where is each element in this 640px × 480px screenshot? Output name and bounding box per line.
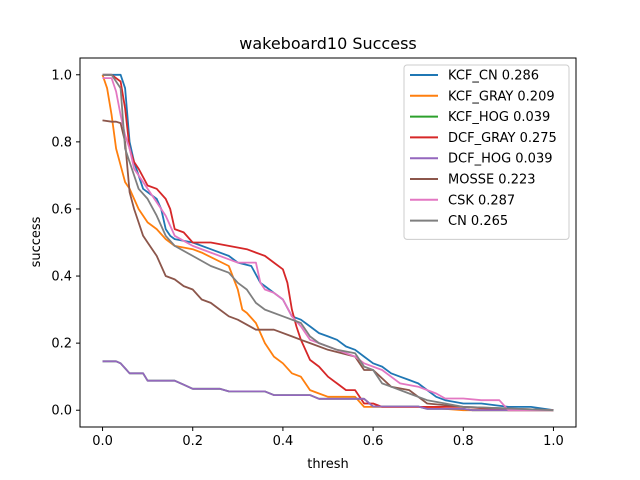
- y-tick-label: 0.2: [51, 337, 72, 352]
- series-line-kcf-gray: [101, 74, 554, 412]
- x-tick-label: 0.8: [453, 434, 474, 449]
- plot-lines: [101, 73, 554, 412]
- y-axis-ticks: 0.0 0.2 0.4 0.6 0.8 1.0: [51, 68, 80, 419]
- x-axis-ticks: 0.0 0.2 0.4 0.6 0.8 1.0: [92, 427, 564, 449]
- x-tick-label: 1.0: [543, 434, 564, 449]
- legend-entry: DCF_HOG 0.039: [448, 152, 553, 167]
- y-tick-label: 0.4: [51, 270, 72, 285]
- legend-box: [403, 64, 570, 240]
- series-line-dcf-gray: [102, 73, 554, 412]
- x-tick-label: 0.2: [182, 434, 203, 449]
- legend-entry: KCF_CN 0.286: [448, 69, 539, 84]
- legend-entry: KCF_HOG 0.039: [448, 110, 550, 125]
- x-tick-label: 0.6: [363, 434, 384, 449]
- y-tick-label: 1.0: [51, 68, 72, 83]
- legend-entry: CSK 0.287: [448, 193, 515, 208]
- y-tick-label: 0.8: [51, 135, 72, 150]
- plot-frame: [79, 57, 577, 428]
- legend-entry: CN 0.265: [448, 214, 508, 229]
- x-tick-label: 0.0: [92, 434, 113, 449]
- y-tick-label: 0.0: [51, 404, 72, 419]
- legend-entry: KCF_GRAY 0.209: [448, 89, 555, 104]
- series-line-csk: [102, 77, 554, 412]
- x-tick-label: 0.4: [273, 434, 294, 449]
- legend-entry: DCF_GRAY 0.275: [448, 131, 557, 146]
- x-axis-label: thresh: [307, 457, 348, 472]
- chart-title: wakeboard10 Success: [239, 34, 416, 53]
- series-line-dcf-hog: [102, 360, 554, 412]
- series-line-mosse: [102, 119, 554, 412]
- series-line-cn: [102, 73, 554, 412]
- y-axis-label: success: [29, 216, 44, 267]
- legend-entry: MOSSE 0.223: [448, 173, 536, 188]
- legend: KCF_CN 0.286 KCF_GRAY 0.209 KCF_HOG 0.039 D…: [403, 64, 570, 240]
- y-tick-label: 0.6: [51, 202, 72, 217]
